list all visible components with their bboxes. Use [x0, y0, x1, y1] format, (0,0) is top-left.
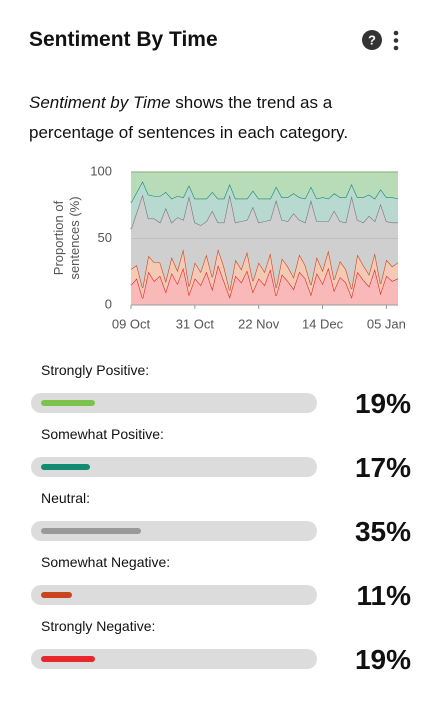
bar [41, 464, 90, 470]
description-emphasis: Sentiment by Time [29, 93, 171, 112]
category-label: Neutral: [41, 490, 91, 506]
area [131, 249, 398, 299]
description: Sentiment by Time shows the trend as a p… [29, 88, 379, 148]
description-text: shows the trend as a percentage of sente… [29, 93, 349, 142]
y-tick-label: 0 [105, 296, 112, 311]
area [131, 194, 398, 291]
chart: 0 50 100 09 Oct 31 Oct 22 Nov 14 Dec 05 Jan [90, 163, 406, 331]
percent-label: 19% [354, 388, 411, 419]
category-label: Strongly Positive: [41, 362, 150, 378]
bar-track [31, 393, 317, 413]
bar-track [31, 585, 317, 605]
category-label: Somewhat Positive: [41, 426, 164, 442]
x-tick-label: 09 Oct [112, 316, 151, 331]
percent-label: 35% [354, 516, 411, 547]
y-tick-label: 50 [98, 230, 112, 245]
x-tick-label: 22 Nov [238, 316, 280, 331]
area [131, 172, 398, 203]
area [131, 181, 398, 230]
widget-title: Sentiment By Time [29, 28, 218, 51]
bar-track [31, 521, 317, 541]
svg-text:?: ? [368, 32, 376, 47]
menu-icon[interactable] [393, 30, 399, 51]
bar [41, 528, 142, 534]
category-label: Somewhat Negative: [41, 554, 171, 570]
x-tick-label: 14 Dec [302, 316, 344, 331]
percent-label: 19% [354, 644, 411, 675]
percent-label: 11% [356, 580, 412, 611]
help-icon[interactable] [362, 30, 382, 50]
area-line [130, 179, 399, 203]
bar-track [31, 649, 317, 669]
header-icons: ? [362, 30, 399, 51]
bar [41, 592, 73, 598]
percent-label: 17% [354, 452, 411, 483]
bar [41, 656, 96, 662]
category-label: Strongly Negative: [41, 618, 156, 634]
x-tick-label: 05 Jan [367, 316, 406, 331]
bar [41, 400, 96, 406]
y-tick-label: 100 [90, 163, 112, 178]
bar-track [31, 457, 317, 477]
x-tick-label: 31 Oct [176, 316, 215, 331]
